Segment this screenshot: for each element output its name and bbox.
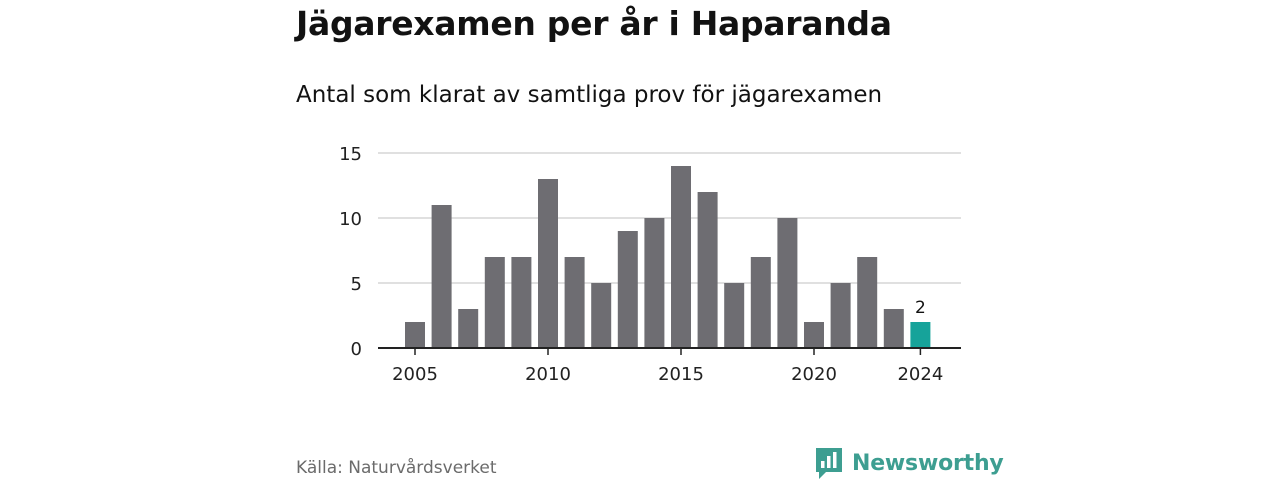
bar	[644, 218, 665, 348]
source-note: Källa: Naturvårdsverket	[296, 458, 497, 478]
bar	[777, 218, 798, 348]
y-tick-label: 5	[351, 274, 362, 295]
y-tick-label: 10	[339, 209, 362, 230]
bar-chart-logo-icon	[816, 448, 842, 479]
bar	[724, 283, 745, 348]
bar	[484, 257, 505, 348]
bar	[591, 283, 612, 348]
y-tick-label: 15	[339, 144, 362, 165]
bar	[804, 322, 824, 348]
bar	[458, 309, 479, 348]
y-tick-label: 0	[351, 339, 362, 360]
bar	[564, 257, 585, 348]
x-tick-label: 2010	[525, 364, 571, 385]
chart-subtitle: Antal som klarat av samtliga prov för jä…	[296, 82, 883, 108]
bar	[830, 283, 851, 348]
bar	[671, 166, 691, 348]
data-label: 2	[915, 298, 926, 318]
brand-logo: Newsworthy	[814, 446, 1004, 480]
brand-name: Newsworthy	[852, 450, 1004, 476]
bar	[857, 257, 878, 348]
bar	[538, 179, 558, 348]
bar	[750, 257, 771, 348]
bar	[883, 309, 904, 348]
bar	[697, 192, 718, 348]
highlight-bar	[910, 322, 931, 348]
x-tick-label: 2005	[392, 364, 438, 385]
bar	[617, 231, 638, 348]
bar	[431, 205, 452, 348]
x-tick-label: 2024	[897, 364, 943, 385]
x-tick-label: 2020	[791, 364, 837, 385]
bar	[405, 322, 425, 348]
x-tick-label: 2015	[658, 364, 704, 385]
bar	[511, 257, 532, 348]
chart-title: Jägarexamen per år i Haparanda	[296, 4, 892, 43]
